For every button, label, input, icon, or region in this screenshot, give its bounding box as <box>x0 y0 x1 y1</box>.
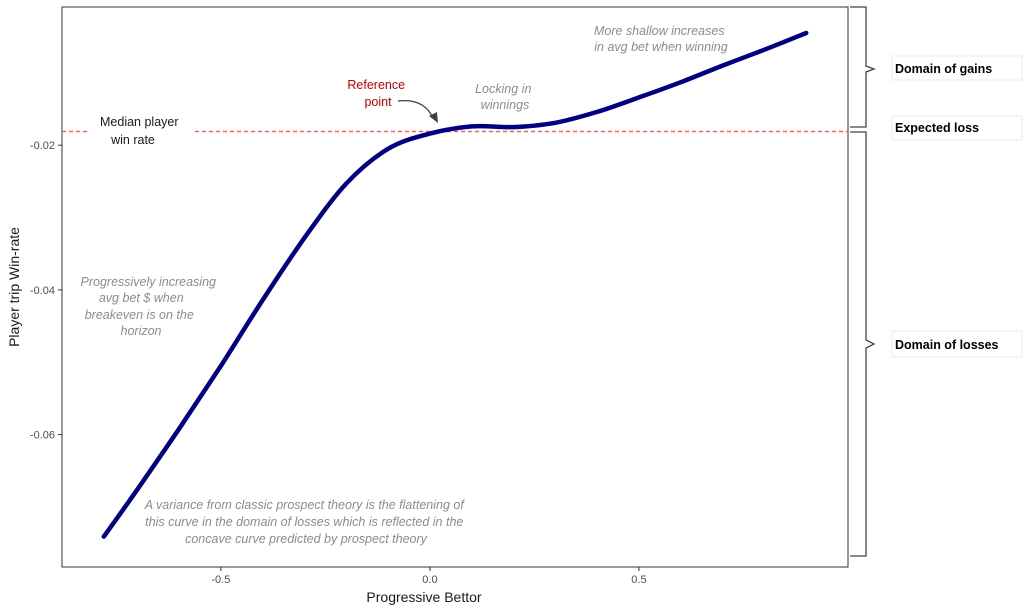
locking-label-line-2: winnings <box>481 98 530 112</box>
shallow-label-line-1: More shallow increases <box>594 24 725 38</box>
progressive-label-line-4: horizon <box>121 324 162 338</box>
progressive-label-line-3: breakeven is on the <box>85 308 194 322</box>
losses-label-box <box>891 330 1023 358</box>
locking-label-line-1: Locking in <box>475 82 531 96</box>
expected-label: Expected loss <box>895 121 979 135</box>
reference-arrow-head <box>429 112 438 123</box>
locking-label: Locking in winnings <box>475 82 535 112</box>
gains-bracket: Domain of gains <box>850 6 1023 128</box>
shallow-label-line-2: in avg bet when winning <box>594 40 727 54</box>
variance-note-line-2: this curve in the domain of losses which… <box>145 515 463 529</box>
reference-label-line-1: Reference <box>347 78 405 92</box>
losses-bracket-shape <box>850 131 876 557</box>
variance-note: A variance from classic prospect theory … <box>144 498 468 546</box>
median-label-background <box>88 112 193 150</box>
reference-label-line-2: point <box>364 95 392 109</box>
expected-loss-marker: Expected loss <box>891 115 1023 141</box>
y-axis-title: Player trip Win-rate <box>6 227 22 347</box>
x-axis-title: Progressive Bettor <box>366 589 481 605</box>
y-tick-label: -0.04 <box>30 285 55 297</box>
y-tick-label: -0.06 <box>30 430 55 442</box>
x-tick-label: 0.5 <box>631 574 646 586</box>
losses-label: Domain of losses <box>895 338 999 352</box>
series-line <box>101 30 809 539</box>
x-tick-label: 0.0 <box>422 574 437 586</box>
losses-bracket: Domain of losses <box>850 131 1023 557</box>
x-tick-label: -0.5 <box>211 574 230 586</box>
reference-point-label: Reference point <box>347 78 408 109</box>
variance-note-line-3: concave curve predicted by prospect theo… <box>185 532 428 546</box>
progressive-label-line-1: Progressively increasing <box>81 275 217 289</box>
axis-ticks: -0.5 0.0 0.5 -0.02 -0.04 -0.06 <box>30 140 647 586</box>
gains-label-box <box>891 55 1023 81</box>
plot-panel <box>61 6 849 568</box>
variance-note-line-1: A variance from classic prospect theory … <box>144 498 466 512</box>
progressive-label-line-2: avg bet $ when <box>99 291 184 305</box>
gains-bracket-shape <box>850 6 876 128</box>
shallow-label: More shallow increases in avg bet when w… <box>594 24 728 54</box>
expected-label-box <box>891 115 1023 141</box>
median-label-line-1: Median player <box>100 115 179 129</box>
gains-label: Domain of gains <box>895 62 992 76</box>
median-label: Median player win rate <box>100 115 182 147</box>
progressive-label: Progressively increasing avg bet $ when … <box>81 275 220 338</box>
median-label-line-2: win rate <box>110 133 155 147</box>
y-tick-label: -0.02 <box>30 140 55 152</box>
